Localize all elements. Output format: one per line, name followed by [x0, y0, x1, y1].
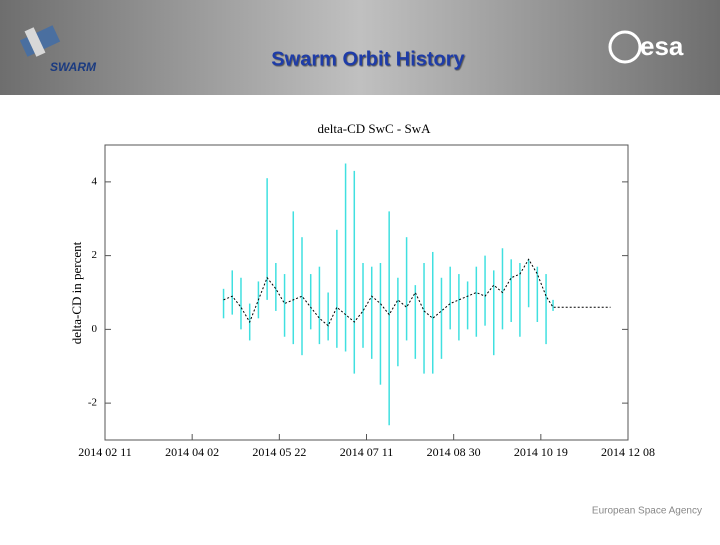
data-line	[223, 258, 611, 327]
plot-frame	[104, 144, 629, 441]
swarm-logo	[19, 25, 61, 57]
x-tick-label: 2014 02 11	[78, 445, 132, 459]
x-tick-label: 2014 08 30	[427, 445, 481, 459]
y-axis-label: delta-CD in percent	[69, 241, 84, 344]
x-tick-label: 2014 07 11	[340, 445, 394, 459]
y-tick-label: 2	[92, 249, 98, 261]
y-tick-label: 4	[92, 175, 98, 187]
x-tick-label: 2014 12 08	[601, 445, 655, 459]
x-tick-label: 2014 04 02	[165, 445, 219, 459]
x-tick-label: 2014 05 22	[252, 445, 306, 459]
esa-logo: esa	[640, 31, 684, 61]
logo-text: SWARM	[50, 60, 97, 74]
footer: European Space Agency	[592, 506, 702, 517]
y-tick-label: -2	[88, 397, 97, 409]
header-band	[0, 0, 720, 95]
y-tick-label: 0	[92, 323, 98, 335]
esa-mark	[608, 30, 642, 64]
slide-title: Swarm Orbit History	[271, 48, 465, 70]
x-tick-label: 2014 10 19	[514, 445, 568, 459]
chart-title: delta-CD SwC - SwA	[317, 121, 431, 136]
